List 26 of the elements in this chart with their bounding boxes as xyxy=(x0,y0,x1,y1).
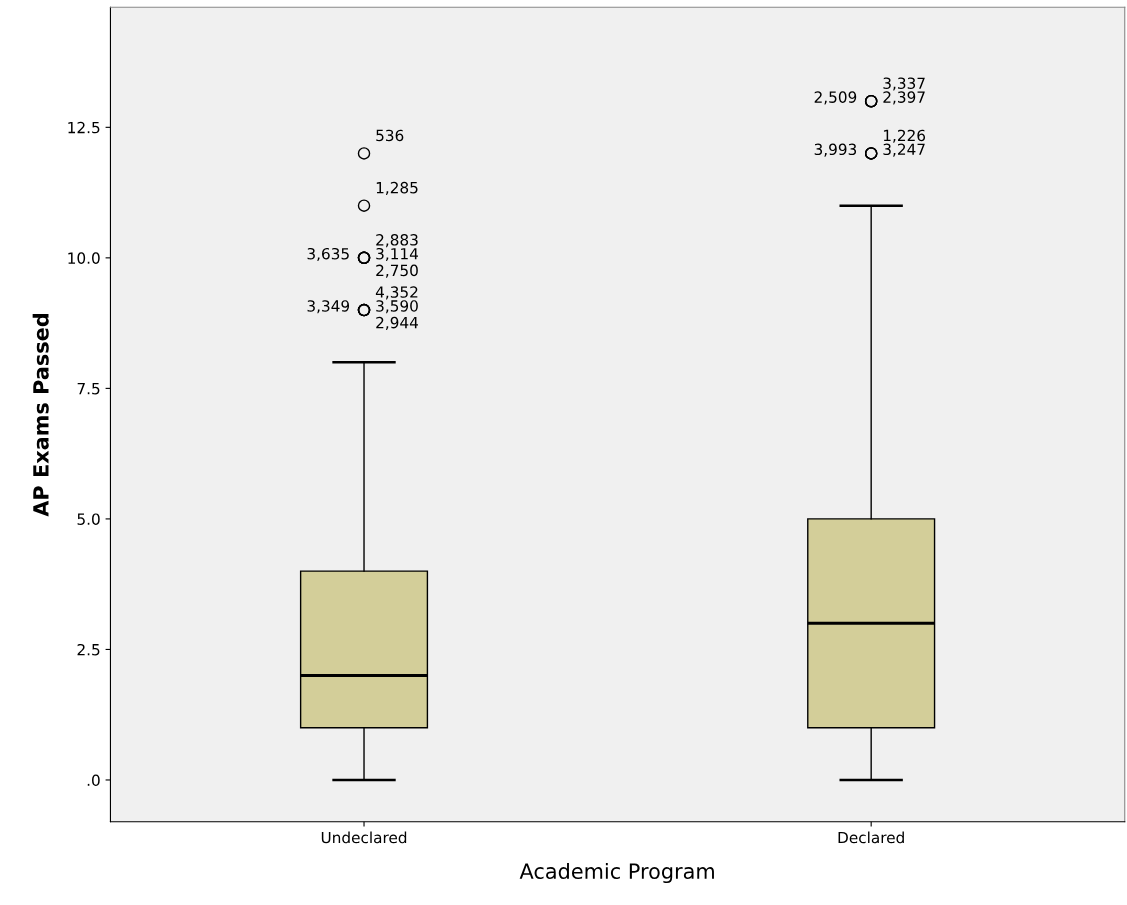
x-tick-label: Undeclared xyxy=(321,831,407,844)
annotation: 3,337 xyxy=(883,77,925,91)
annotation: 2,883 xyxy=(376,234,418,248)
annotation: 1,285 xyxy=(376,181,418,195)
annotation: 3,349 xyxy=(307,300,350,314)
annotation: 3,590 xyxy=(376,300,418,314)
y-tick-label: 12.5 xyxy=(68,121,100,134)
annotation: 4,352 xyxy=(375,286,418,300)
annotation: 2,750 xyxy=(376,264,418,278)
annotation: 2,397 xyxy=(883,91,925,105)
x-tick-label: Declared xyxy=(838,831,904,844)
y-tick-label: 2.5 xyxy=(77,643,100,656)
annotation: 3,114 xyxy=(376,247,419,262)
annotation: 1,226 xyxy=(883,129,926,143)
annotation: 3,993 xyxy=(814,143,857,157)
annotation: 3,247 xyxy=(883,143,925,157)
annotation: 536 xyxy=(376,129,404,142)
annotation: 2,509 xyxy=(814,91,857,105)
y-tick-label: 5.0 xyxy=(77,513,100,525)
y-tick-label: 10.0 xyxy=(68,252,100,264)
y-axis-title: AP Exams Passed xyxy=(32,314,49,517)
y-tick-label: 7.5 xyxy=(77,383,100,395)
annotation: 3,635 xyxy=(307,247,349,262)
x-axis-title: Academic Program xyxy=(519,862,714,884)
y-tick-label: .0 xyxy=(87,774,100,786)
annotation: 2,944 xyxy=(376,316,419,330)
